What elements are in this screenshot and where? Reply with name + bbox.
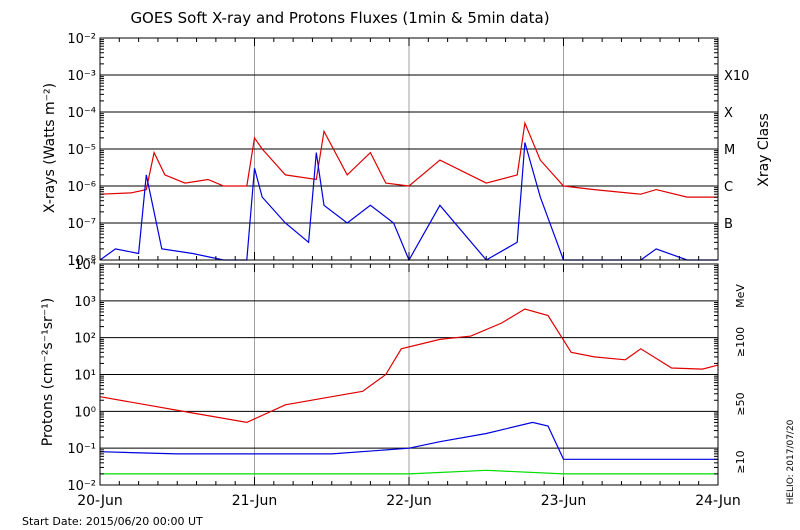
xray-panel: 10⁻⁸ 10⁻⁷ 10⁻⁶ 10⁻⁵ 10⁻⁴ 10⁻³ 10⁻² B C M X X10 — [67, 32, 749, 269]
y-tick-label: 10⁻⁸ — [67, 254, 96, 269]
series-line-0 — [100, 469, 718, 475]
chart-title: GOES Soft X-ray and Protons Fluxes (1min… — [130, 9, 549, 27]
y-tick-label: 10⁻³ — [67, 69, 96, 84]
credit-label: HELIO: 2017/07/20 — [786, 419, 796, 504]
y-tick-label: 10² — [74, 332, 96, 347]
xray-y-axis-label: X-rays (Watts m⁻²) — [42, 83, 58, 213]
x-tick-label: 22-Jun — [386, 493, 432, 509]
xray-class-label: X — [724, 106, 733, 121]
series-line-2 — [99, 308, 719, 424]
x-tick-label: 20-Jun — [77, 493, 123, 509]
proton-panel: 10⁻² 10⁻¹ 10⁰ 10¹ 10² 10³ 10⁴ 20-Jun 21-Jun 22-Ju… — [67, 258, 747, 509]
xray-class-label: B — [724, 217, 733, 232]
y-tick-label: 10⁻⁶ — [67, 180, 96, 195]
y-tick-label: 10⁻² — [67, 479, 96, 494]
xray-class-label: M — [724, 143, 735, 158]
series-line-1 — [99, 421, 718, 460]
xray-class-axis-label: Xray Class — [756, 113, 772, 187]
xray-class-label: X10 — [724, 69, 749, 84]
energy-legend-label: ≥100 — [734, 327, 747, 357]
y-tick-label: 10³ — [74, 295, 96, 310]
proton-y-axis-label: Protons (cm⁻²s⁻¹sr⁻¹) — [40, 298, 56, 447]
start-date-label: Start Date: 2015/06/20 00:00 UT — [22, 515, 203, 528]
x-tick-label: 24-Jun — [695, 493, 741, 509]
y-tick-label: 10⁰ — [74, 405, 96, 420]
x-tick-label: 23-Jun — [541, 493, 587, 509]
energy-legend-label: ≥50 — [734, 392, 747, 415]
y-tick-label: 10¹ — [74, 369, 96, 384]
y-tick-label: 10⁻⁷ — [67, 217, 96, 232]
y-tick-label: 10⁻² — [67, 32, 96, 47]
y-tick-label: 10⁻⁴ — [67, 106, 96, 121]
energy-legend-label: ≥10 — [734, 450, 747, 473]
y-tick-label: 10⁴ — [74, 258, 96, 273]
y-tick-label: 10⁻⁵ — [67, 143, 96, 158]
y-tick-label: 10⁻¹ — [67, 442, 96, 457]
series-line-0 — [99, 120, 718, 198]
mev-label: MeV — [734, 284, 747, 308]
x-tick-label: 21-Jun — [232, 493, 278, 509]
xray-class-label: C — [724, 180, 733, 195]
